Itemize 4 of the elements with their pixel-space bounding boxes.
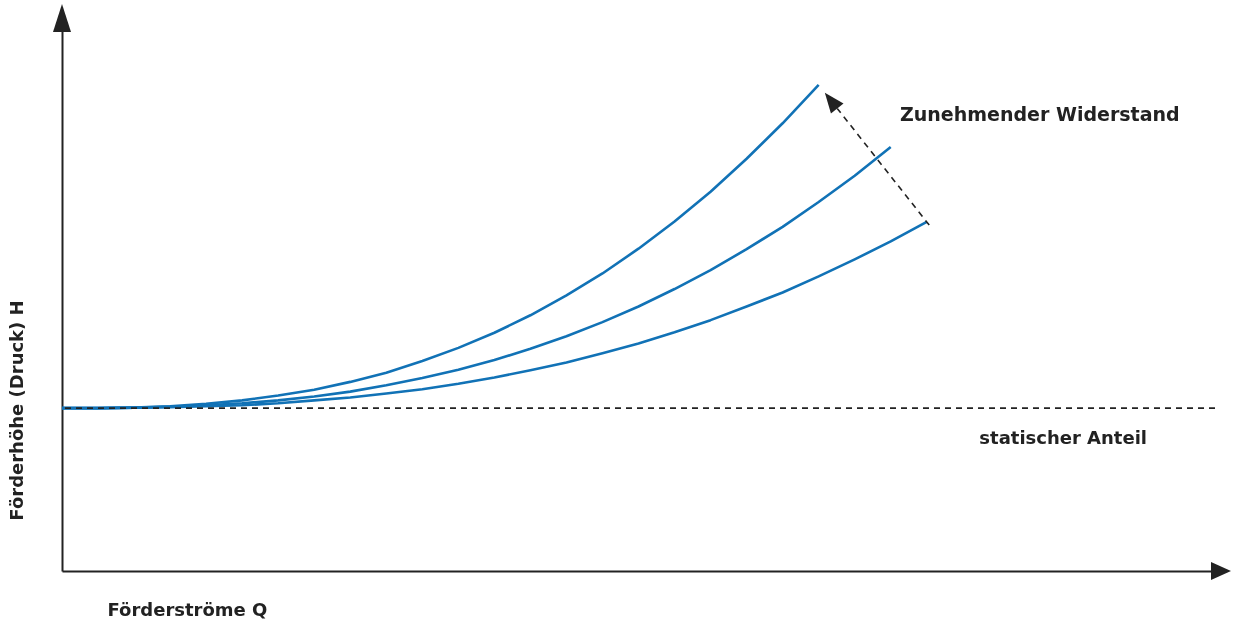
x-axis-title: Förderströme Q xyxy=(107,598,268,620)
y-axis-title: Förderhöhe (Druck) H xyxy=(5,300,27,521)
annotation: Zunehmender Widerstand xyxy=(900,103,1180,125)
ref-line-label: statischer Anteil xyxy=(979,427,1147,449)
